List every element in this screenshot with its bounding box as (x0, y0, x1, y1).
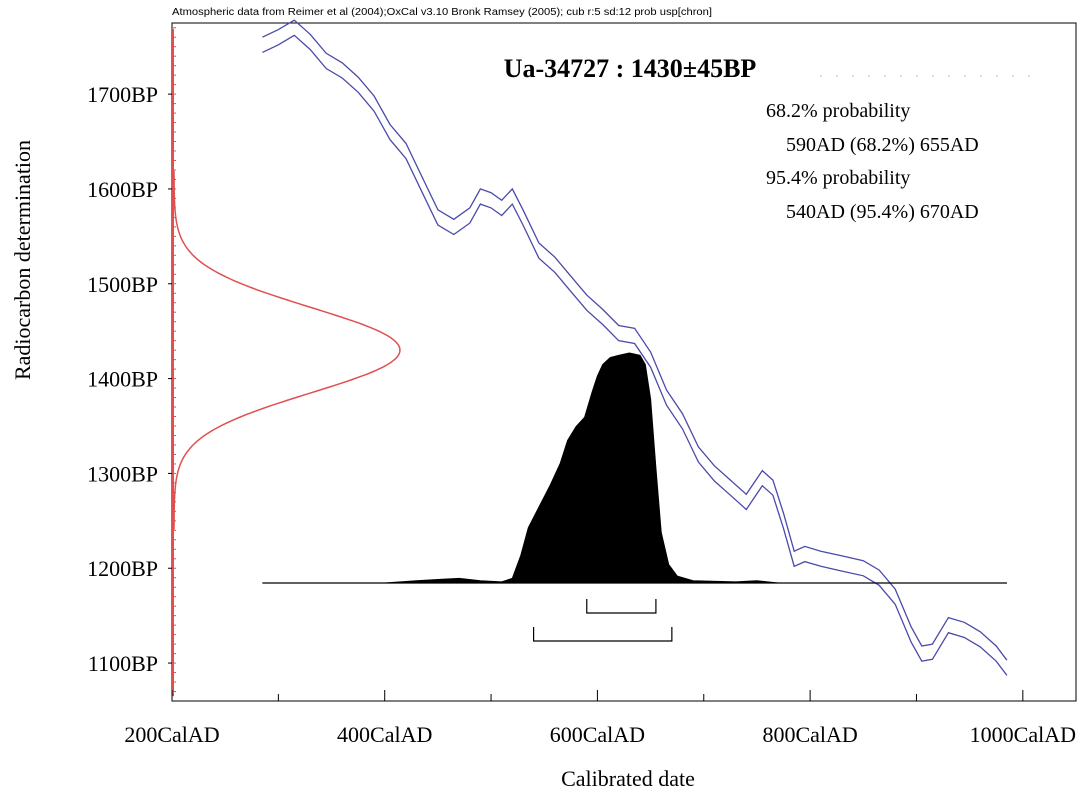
x-tick-label: 200CalAD (124, 722, 219, 747)
y-tick-label: 1400BP (87, 367, 158, 392)
calibrated-probability-area (262, 352, 1007, 584)
y-tick-label: 1300BP (87, 461, 158, 486)
range-95-bracket (533, 627, 673, 642)
x-tick-label: 600CalAD (550, 722, 645, 747)
x-tick-label: 1000CalAD (970, 722, 1076, 747)
y-tick-label: 1200BP (87, 556, 158, 581)
range-68-text: 590AD (68.2%) 655AD (786, 134, 979, 156)
header-note: Atmospheric data from Reimer et al (2004… (172, 7, 712, 18)
calibration-curve-lower (262, 34, 1008, 676)
y-tick-label: 1600BP (87, 177, 158, 202)
range-95-label: 95.4% probability (766, 167, 910, 189)
y-tick-label: 1700BP (87, 82, 158, 107)
measurement-distribution (173, 170, 401, 530)
x-tick-label: 400CalAD (337, 722, 432, 747)
range-68-bracket (586, 599, 657, 614)
y-tick-label: 1500BP (87, 272, 158, 297)
range-95-text: 540AD (95.4%) 670AD (786, 201, 979, 223)
range-68-label: 68.2% probability (766, 100, 910, 122)
x-axis-label: Calibrated date (561, 766, 695, 791)
y-axis-label: Radiocarbon determination (10, 140, 35, 380)
y-tick-label: 1100BP (88, 651, 158, 676)
chart-title: Ua-34727 : 1430±45BP (504, 54, 757, 83)
x-tick-label: 800CalAD (762, 722, 857, 747)
